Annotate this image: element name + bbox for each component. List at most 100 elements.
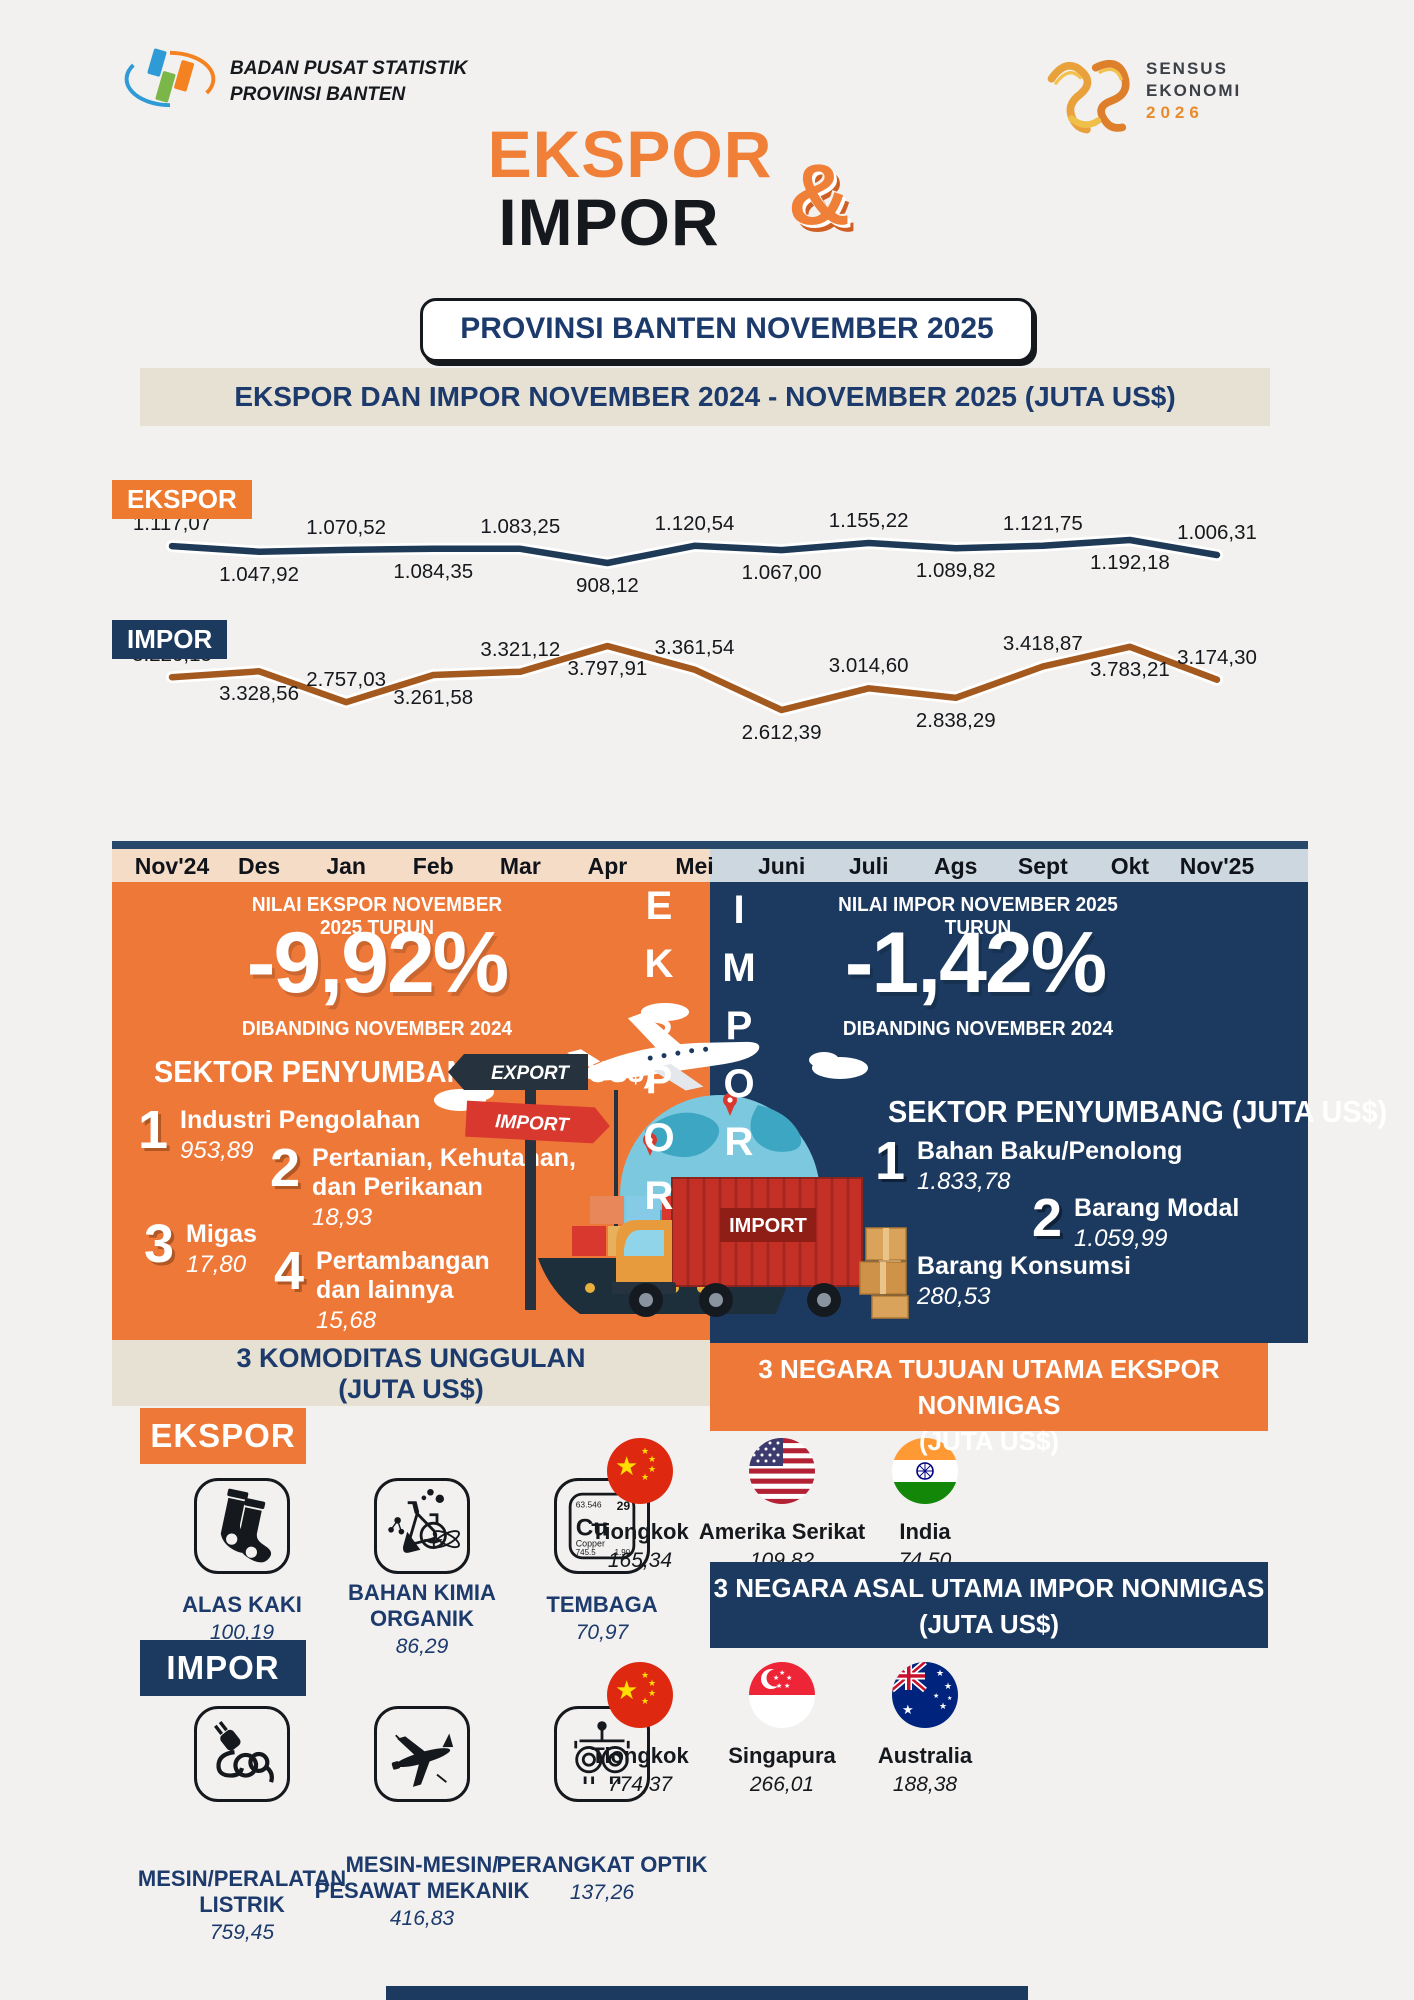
china-flag-icon: ★ ★ ★ ★ ★ [607, 1438, 673, 1504]
svg-text:★: ★ [933, 1692, 939, 1700]
truck-container-label: IMPORT [729, 1215, 807, 1237]
svg-text:1.90: 1.90 [615, 1548, 631, 1557]
impor-vertical-label: IMPOR [717, 888, 761, 1178]
sensus-ekonomi-swirl-icon [1047, 59, 1130, 134]
ekspor-sector-4: 4 Pertambangan dan lainnya 15,68 [274, 1241, 490, 1334]
ekspor-sector-1: 1 Industri Pengolahan 953,89 [138, 1100, 421, 1165]
svg-text:★: ★ [944, 1681, 952, 1691]
sector-value: 953,89 [180, 1137, 254, 1164]
commodity-card-perangkat-optik [554, 1706, 650, 1802]
signpost: EXPORT IMPORT [448, 1054, 610, 1310]
data-label-impor-8: 3.014,60 [828, 654, 909, 678]
footer-bar [386, 1986, 1028, 2000]
impor-sector-heading: SEKTOR PENYUMBANG (JUTA US$) [888, 1094, 1388, 1129]
data-label-ekspor-8: 1.155,22 [828, 508, 909, 532]
title-impor: IMPOR [498, 185, 720, 259]
month-axis-bar [112, 841, 1308, 849]
data-label-impor-9: 2.838,29 [915, 708, 996, 732]
ekspor-headline-top: NILAI EKSPOR NOVEMBER 2025 TURUN [251, 894, 503, 939]
ekspor-sector-3: 3 Migas 17,80 [144, 1214, 257, 1278]
commodity-label-alas-kaki: ALAS KAKI 100,19 [182, 1592, 302, 1644]
australia-flag-icon: ★ ★ ★ ★ ★ ★ [892, 1662, 958, 1728]
svg-text:Cu: Cu [576, 1514, 608, 1541]
svg-text:★: ★ [648, 1454, 656, 1464]
import-sign: IMPORT [465, 1100, 610, 1144]
commodity-card-tembaga: 63.546 29 Cu Copper 745.5 1.90 [554, 1478, 650, 1574]
sector-rank: 1 [138, 1100, 169, 1160]
optical-device-icon [574, 1721, 630, 1784]
sensus-line1: SENSUS [1146, 59, 1228, 78]
boxes-icon [859, 1227, 909, 1319]
country-impor-tiongkok: ★ ★ ★ ★ ★ Tiongkok 774,37 [555, 1662, 725, 1797]
svg-text:★: ★ [641, 1472, 649, 1482]
commodity-card-pesawat-mekanik [374, 1706, 470, 1802]
data-label-impor-10: 3.418,87 [1002, 632, 1083, 656]
month-label-1: Des [237, 853, 281, 879]
month-label-5: Apr [587, 853, 628, 879]
impor-chart-chip: IMPOR [112, 620, 228, 659]
ekspor-chart-chip: EKSPOR [112, 480, 252, 519]
chemistry-icon [388, 1488, 460, 1553]
export-sign: EXPORT [448, 1054, 588, 1090]
svg-text:★: ★ [615, 1451, 638, 1481]
socks-icon [220, 1488, 272, 1563]
svg-text:★: ★ [773, 1674, 779, 1682]
impor-commodities-badge: IMPOR [140, 1640, 306, 1696]
commodity-card-peralatan-listrik [194, 1706, 290, 1802]
sector-name: Industri Pengolahan [180, 1106, 421, 1134]
country-impor-singapura: ★ ★ ★ ★ ★ Singapura 266,01 [697, 1662, 867, 1797]
data-label-impor-7: 2.612,39 [741, 721, 822, 744]
svg-text:745.5: 745.5 [576, 1548, 596, 1557]
commodity-label-peralatan-listrik: MESIN/PERALATAN LISTRIK 759,45 [137, 1866, 347, 1944]
svg-text:★: ★ [641, 1696, 649, 1706]
org-name: BADAN PUSAT STATISTIK PROVINSI BANTEN [230, 56, 468, 108]
svg-text:★: ★ [648, 1464, 656, 1474]
svg-text:★: ★ [936, 1668, 944, 1678]
commodity-label-bahan-kimia: BAHAN KIMIA ORGANIK 86,29 [348, 1580, 496, 1658]
ekspor-line-chart: 1.117,07 1.047,92 1.070,52 1.084,35 1.083,25… [112, 470, 1308, 605]
svg-text:★: ★ [641, 1670, 649, 1680]
commodity-label-pesawat-mekanik: MESIN-MESIN/ PESAWAT MEKANIK 416,83 [314, 1852, 530, 1930]
komoditas-heading: 3 KOMODITAS UNGGULAN (JUTA US$) [112, 1340, 710, 1406]
country-ekspor-india: India 74,50 [840, 1438, 1010, 1573]
svg-text:IMPORT: IMPORT [495, 1111, 571, 1136]
power-plug-icon [214, 1720, 274, 1783]
komoditas-heading-line2: (JUTA US$) [338, 1374, 484, 1404]
chart-section-heading: EKSPOR DAN IMPOR NOVEMBER 2024 - NOVEMBE… [140, 368, 1270, 426]
data-label-impor-11: 3.783,21 [1090, 657, 1170, 681]
truck-icon: IMPORT [612, 1177, 863, 1317]
data-label-ekspor-4: 1.083,25 [480, 514, 561, 538]
month-label-7: Juni [757, 853, 806, 879]
month-label-9: Ags [934, 853, 978, 879]
data-label-ekspor-1: 1.047,92 [219, 562, 299, 586]
svg-text:63.546: 63.546 [576, 1499, 602, 1509]
month-label-10: Sept [1017, 853, 1068, 879]
sensus-year: 2026 [1146, 103, 1204, 122]
data-label-impor-4: 3.321,12 [480, 637, 561, 661]
right-tint-band [710, 849, 1308, 882]
svg-text:29: 29 [617, 1499, 631, 1513]
data-label-ekspor-12: 1.006,31 [1177, 521, 1257, 545]
title-ampersand: & [788, 147, 851, 243]
country-impor-australia: ★ ★ ★ ★ ★ ★ Australia 188,38 [840, 1662, 1010, 1797]
trade-illustration: EXPORT IMPORT IMPORT [434, 1003, 909, 1319]
month-label-8: Juli [848, 853, 889, 879]
china-flag-icon: ★ ★ ★ ★ ★ [607, 1662, 673, 1728]
ekspor-headline-bottom: DIBANDING NOVEMBER 2024 [241, 1018, 513, 1040]
airplane-machinery-icon [391, 1733, 454, 1787]
copper-element-icon: 63.546 29 Cu Copper 745.5 1.90 [568, 1492, 636, 1560]
svg-text:★: ★ [939, 1701, 947, 1711]
data-label-ekspor-3: 1.084,35 [393, 559, 474, 583]
org-name-line1: BADAN PUSAT STATISTIK [230, 58, 468, 79]
month-label-2: Jan [326, 853, 366, 879]
left-tint-band [112, 849, 710, 882]
month-label-0: Nov'24 [134, 853, 210, 879]
data-label-ekspor-10: 1.121,75 [1002, 511, 1083, 535]
impor-countries-heading: 3 NEGARA ASAL UTAMA IMPOR NONMIGAS (JUTA… [710, 1562, 1268, 1648]
commodity-card-bahan-kimia [374, 1478, 470, 1574]
ekspor-percent: -9,92% [246, 915, 510, 1011]
data-label-ekspor-9: 1.089,82 [915, 559, 996, 583]
country-ekspor-tiongkok: ★ ★ ★ ★ ★ Tiongkok 165,34 [555, 1438, 725, 1573]
month-label-12: Nov'25 [1179, 853, 1255, 879]
